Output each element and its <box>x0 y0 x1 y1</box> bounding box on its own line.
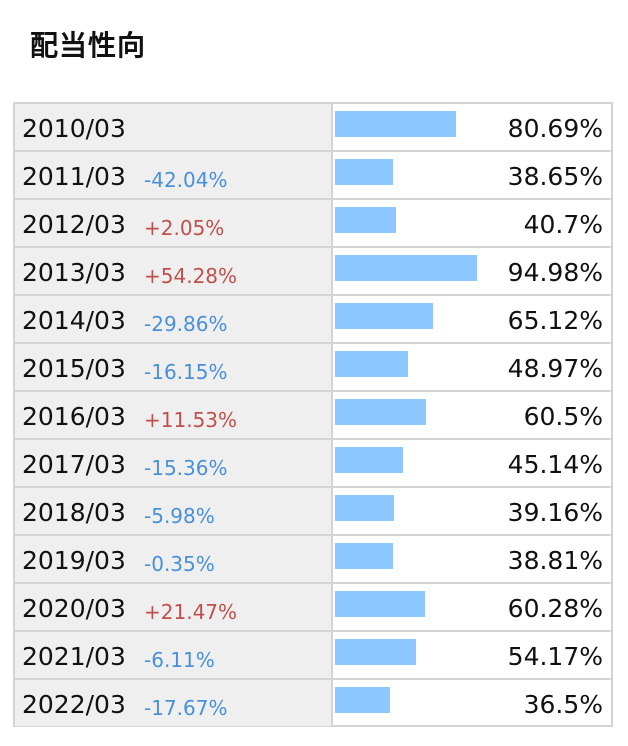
row-label-cell: 2013/03 +54.28% <box>15 248 333 294</box>
category-label: 2021/03 <box>22 642 126 671</box>
row-label-cell: 2016/03 +11.53% <box>15 392 333 438</box>
table-row: 2020/03 +21.47% 60.28% <box>15 584 611 632</box>
change-label: -5.98% <box>144 504 215 528</box>
bar <box>335 447 403 473</box>
row-label-cell: 2019/03 -0.35% <box>15 536 333 582</box>
table-row: 2019/03 -0.35% 38.81% <box>15 536 611 584</box>
bar <box>335 303 433 329</box>
value-label: 45.14% <box>507 450 603 479</box>
change-label: +21.47% <box>144 600 238 624</box>
category-label: 2013/03 <box>22 258 126 287</box>
row-label-cell: 2021/03 -6.11% <box>15 632 333 678</box>
bar <box>335 591 426 617</box>
bar <box>335 159 393 185</box>
table-row: 2014/03 -29.86% 65.12% <box>15 296 611 344</box>
bar <box>335 111 457 137</box>
bar <box>335 351 409 377</box>
value-label: 54.17% <box>507 642 603 671</box>
table-row: 2022/03 -17.67% 36.5% <box>15 680 611 726</box>
bar <box>335 399 426 425</box>
bar <box>335 543 394 569</box>
category-label: 2015/03 <box>22 354 126 383</box>
row-label-cell: 2011/03 -42.04% <box>15 152 333 198</box>
bar <box>335 207 397 233</box>
row-label-cell: 2018/03 -5.98% <box>15 488 333 534</box>
bar <box>335 639 417 665</box>
page-title: 配当性向 <box>30 29 147 62</box>
change-label: -17.67% <box>144 696 228 720</box>
table-row: 2010/03 80.69% <box>15 104 611 152</box>
row-label-cell: 2015/03 -16.15% <box>15 344 333 390</box>
value-label: 38.81% <box>507 546 603 575</box>
change-label: -15.36% <box>144 456 228 480</box>
table-row: 2017/03 -15.36% 45.14% <box>15 440 611 488</box>
row-label-cell: 2012/03 +2.05% <box>15 200 333 246</box>
value-label: 60.28% <box>507 594 603 623</box>
value-label: 38.65% <box>507 162 603 191</box>
row-label-cell: 2022/03 -17.67% <box>15 680 333 726</box>
row-label-cell: 2017/03 -15.36% <box>15 440 333 486</box>
value-label: 80.69% <box>507 114 603 143</box>
row-label-cell: 2020/03 +21.47% <box>15 584 333 630</box>
category-label: 2010/03 <box>22 114 126 143</box>
bar <box>335 255 478 281</box>
value-label: 65.12% <box>507 306 603 335</box>
category-label: 2012/03 <box>22 210 126 239</box>
row-label-cell: 2010/03 <box>15 104 333 150</box>
table-row: 2021/03 -6.11% 54.17% <box>15 632 611 680</box>
value-label: 40.7% <box>523 210 603 239</box>
category-label: 2014/03 <box>22 306 126 335</box>
table-row: 2011/03 -42.04% 38.65% <box>15 152 611 200</box>
value-label: 48.97% <box>507 354 603 383</box>
value-label: 36.5% <box>523 690 603 719</box>
value-label: 60.5% <box>523 402 603 431</box>
value-label: 94.98% <box>507 258 603 287</box>
change-label: -16.15% <box>144 360 228 384</box>
value-label: 39.16% <box>507 498 603 527</box>
change-label: -0.35% <box>144 552 215 576</box>
category-label: 2020/03 <box>22 594 126 623</box>
change-label: +2.05% <box>144 216 225 240</box>
table-row: 2012/03 +2.05% 40.7% <box>15 200 611 248</box>
table-row: 2016/03 +11.53% 60.5% <box>15 392 611 440</box>
category-label: 2011/03 <box>22 162 126 191</box>
change-label: +54.28% <box>144 264 238 288</box>
row-label-cell: 2014/03 -29.86% <box>15 296 333 342</box>
change-label: -6.11% <box>144 648 215 672</box>
bar <box>335 495 394 521</box>
category-label: 2018/03 <box>22 498 126 527</box>
change-label: -29.86% <box>144 312 228 336</box>
category-label: 2016/03 <box>22 402 126 431</box>
change-label: -42.04% <box>144 168 228 192</box>
category-label: 2019/03 <box>22 546 126 575</box>
category-label: 2017/03 <box>22 450 126 479</box>
bar <box>335 687 390 713</box>
table-row: 2015/03 -16.15% 48.97% <box>15 344 611 392</box>
dividend-payout-table: 2010/03 80.69% 2011/03 -42.04% 38.65% 2012/03… <box>13 102 613 727</box>
change-label: +11.53% <box>144 408 238 432</box>
table-row: 2018/03 -5.98% 39.16% <box>15 488 611 536</box>
table-row: 2013/03 +54.28% 94.98% <box>15 248 611 296</box>
category-label: 2022/03 <box>22 690 126 719</box>
